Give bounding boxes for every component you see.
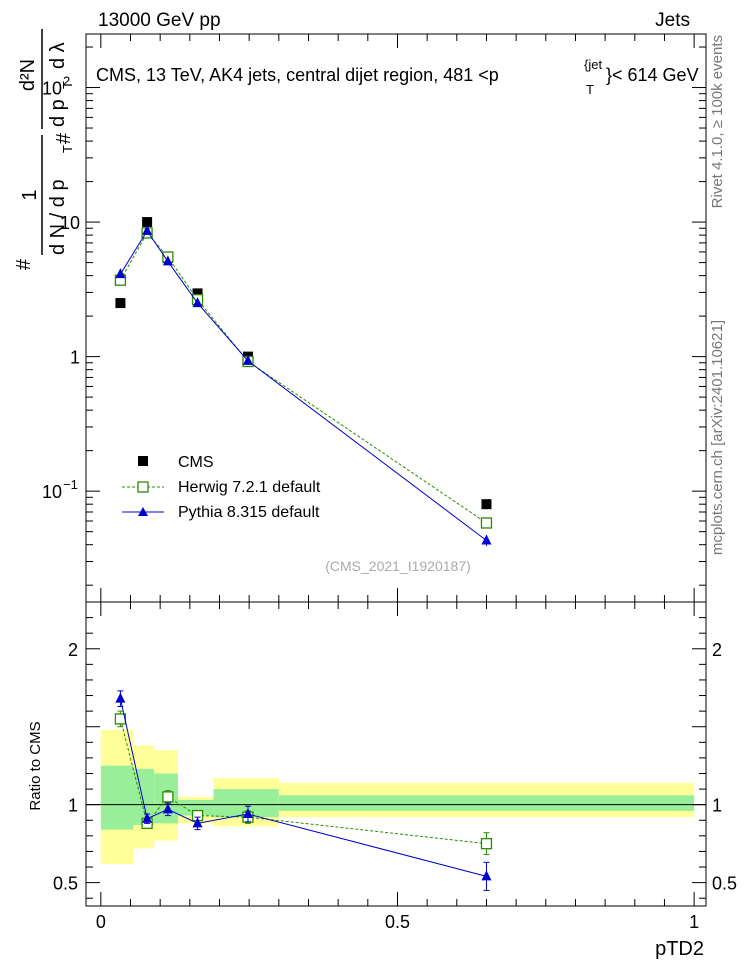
legend-pythia-marker: [138, 507, 148, 516]
plot-title-end: }< 614 GeV: [606, 65, 699, 85]
ratio-band-inner: [100, 765, 134, 830]
ratio-y-tick-label-right: 2: [712, 640, 722, 660]
ratio-band-inner: [278, 795, 695, 811]
y-tick-label: 1: [70, 348, 80, 368]
legend-pythia-label: Pythia 8.315 default: [178, 504, 320, 521]
main-point-pythia: [481, 534, 492, 545]
main-point-cms: [115, 298, 126, 309]
ratio-y-tick-label: 0.5: [53, 874, 78, 894]
main-point-cms: [142, 217, 153, 228]
header-right: Jets: [655, 10, 690, 31]
legend-herwig-marker: [137, 481, 149, 493]
legend-cms-label: CMS: [178, 454, 214, 471]
ylabel-dn-dpt: d N / d p: [47, 179, 69, 255]
legend-herwig-label: Herwig 7.2.1 default: [178, 479, 321, 496]
main-point-pythia: [192, 297, 203, 308]
x-tick-label: 1: [689, 912, 699, 932]
ratio-point-pythia: [142, 812, 153, 823]
main-series-line-pythia: [119, 229, 487, 541]
ratio-y-tick-label-right: 1: [712, 796, 722, 816]
main-series-line-herwig: [119, 232, 487, 524]
ratio-point-pythia: [192, 817, 203, 828]
ylabel-hash1: #: [13, 258, 35, 270]
y-tick-label: 10: [42, 482, 62, 502]
ylabel-dp: d p: [47, 99, 69, 127]
header-left: 13000 GeV pp: [98, 10, 221, 31]
ratio-point-herwig: [480, 837, 493, 850]
legend: CMS Herwig 7.2.1 default Pythia 8.315 de…: [122, 454, 321, 521]
plot-title-sup: {jet: [584, 57, 602, 72]
main-point-cms: [481, 499, 492, 510]
ratio-point-pythia: [115, 692, 126, 703]
ratio-point-pythia: [242, 808, 253, 819]
rivet-label: Rivet 4.1.0, ≥ 100k events: [709, 35, 726, 208]
ratio-y-tick-label-right: 0.5: [712, 874, 737, 894]
ylabel-dlambda: d λ: [47, 42, 69, 69]
ratio-series-line-pythia: [119, 698, 487, 877]
main-point-pythia: [162, 255, 173, 266]
plot-title-sub: T: [586, 82, 594, 97]
ratio-y-tick-label: 2: [68, 640, 78, 660]
x-axis-label: pTD2: [655, 938, 704, 960]
ratio-point-pythia: [162, 803, 173, 814]
plot-title: CMS, 13 TeV, AK4 jets, central dijet reg…: [96, 65, 499, 85]
ratio-y-tick-label: 1: [68, 796, 78, 816]
x-tick-label: 0: [96, 912, 106, 932]
ratio-band-inner: [177, 799, 214, 816]
ratio-plot-content: [86, 690, 706, 891]
ratio-frame: [85, 601, 707, 907]
analysis-watermark: (CMS_2021_I1920187): [325, 558, 471, 574]
main-point-herwig: [480, 517, 493, 529]
ylabel-d2n: d²N: [17, 59, 39, 91]
legend-cms-marker: [138, 456, 148, 466]
y-tick-label: 10: [60, 213, 80, 233]
main-plot-content: [114, 217, 493, 547]
x-tick-label: 0.5: [385, 912, 410, 932]
ylabel-dpt-sub: T: [60, 145, 75, 153]
ylabel-dp-sub: T: [60, 81, 75, 89]
y-tick-label-exponent: 2: [63, 74, 70, 89]
main-point-cms: [192, 288, 203, 299]
ratio-point-pythia: [481, 870, 492, 881]
mcplots-label: mcplots.cern.ch [arXiv:2401.10621]: [709, 320, 726, 555]
y-tick-label: 10: [42, 79, 62, 99]
ratio-point-herwig: [162, 791, 174, 803]
ratio-ticks: 0.5 0.5 1 1 2 2 0 0.5 1: [53, 601, 737, 932]
ratio-series-line-herwig: [119, 718, 487, 845]
main-point-pythia: [142, 224, 153, 235]
main-point-pythia: [115, 268, 126, 279]
y-tick-label-exponent: −1: [63, 477, 78, 492]
ratio-ylabel: Ratio to CMS: [27, 721, 44, 810]
main-point-pythia: [242, 354, 253, 365]
ylabel-one: 1: [19, 189, 41, 200]
ylabel-hash2: #: [53, 132, 75, 144]
main-ylabel: 1 d N / d p T # d²N d p T d λ #: [13, 29, 75, 270]
plot-title-main: CMS, 13 TeV, AK4 jets, central dijet reg…: [96, 65, 499, 85]
ratio-panel: 0.5 0.5 1 1 2 2 0 0.5 1 Ratio to CMS pTD2: [27, 601, 737, 960]
